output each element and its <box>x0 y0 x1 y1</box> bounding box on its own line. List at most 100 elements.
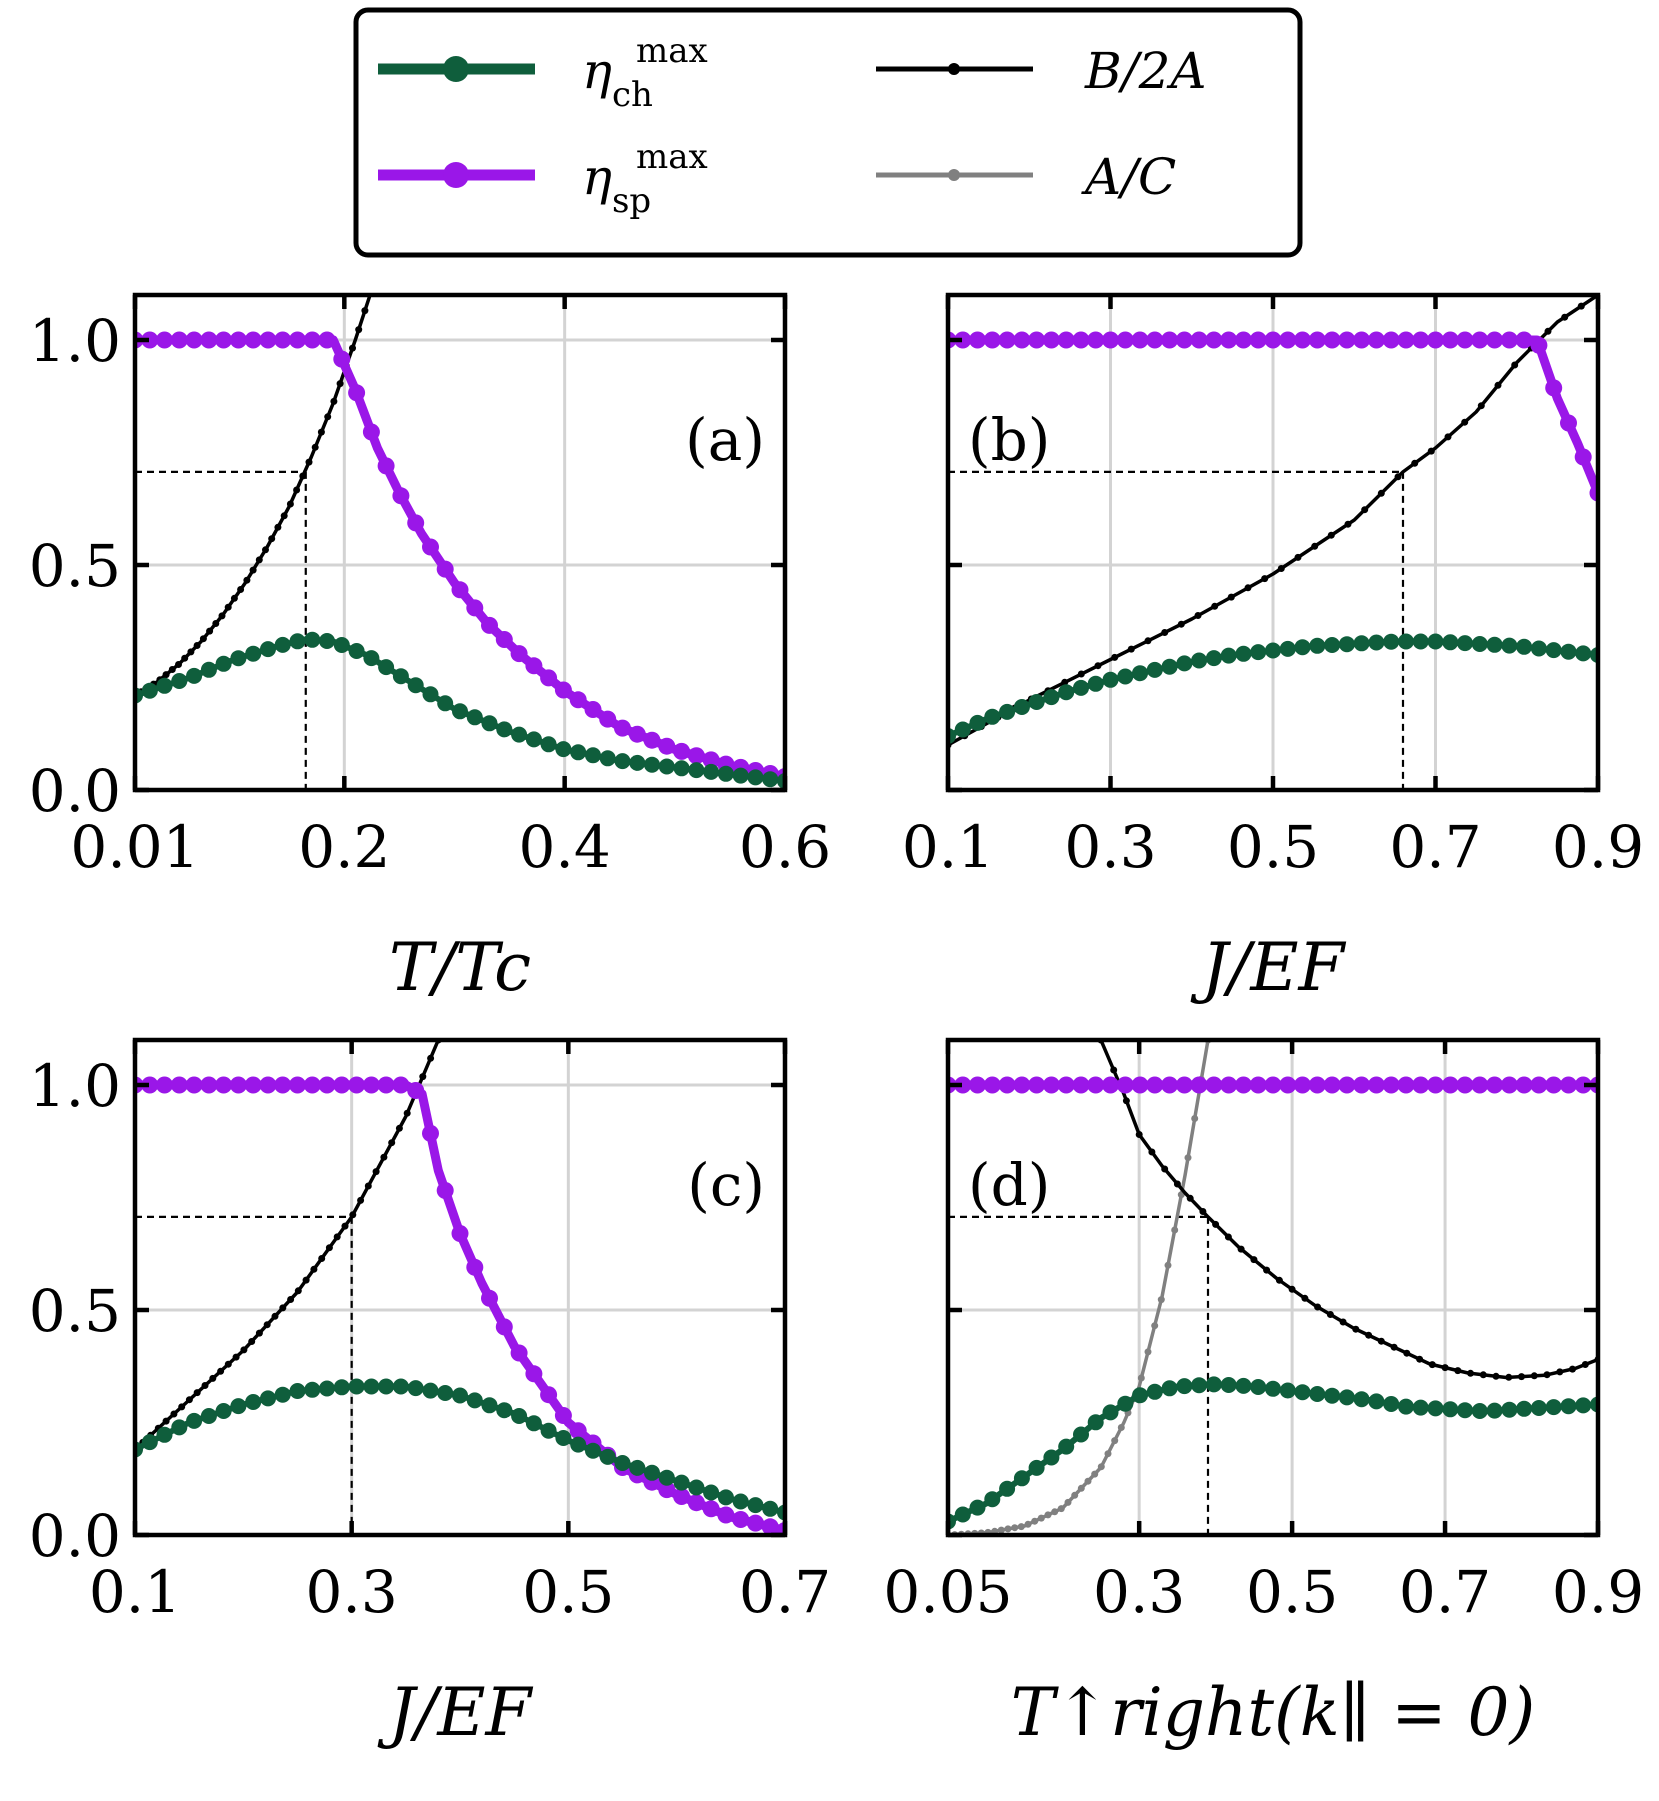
data-point-ch <box>1309 1386 1326 1402</box>
data-point-ch <box>762 771 779 788</box>
series-group <box>135 1040 785 1535</box>
panel-c: 0.1 0.3 0.5 0.7 0.0 0.5 1.0 J/EF (c) <box>29 1037 831 1751</box>
panel-label: (a) <box>685 406 765 474</box>
data-point-b2a <box>237 586 245 593</box>
data-point-sp <box>303 331 321 349</box>
data-point-ch <box>1427 633 1444 650</box>
data-point-sp <box>170 331 188 349</box>
data-point-b2a <box>1194 612 1202 619</box>
data-point-sp <box>259 331 277 349</box>
data-point-sp <box>1116 1076 1134 1094</box>
data-point-b2a <box>1427 447 1435 455</box>
data-point-ac <box>1091 1470 1099 1478</box>
data-point-ch <box>1279 1382 1296 1399</box>
data-point-ch <box>1205 1376 1222 1393</box>
data-point-sp <box>983 331 1001 349</box>
data-point-b2a <box>341 1222 349 1230</box>
data-point-sp <box>229 1076 247 1094</box>
data-point-ch <box>363 1378 380 1395</box>
data-point-b2a <box>1212 1220 1220 1228</box>
data-point-sp <box>289 1076 306 1094</box>
legend-label-ac: A/C <box>1081 148 1176 206</box>
data-point-sp <box>1264 331 1282 349</box>
data-point-ch <box>717 765 734 782</box>
plot-frame <box>945 1037 1601 1538</box>
data-point-b2a <box>349 344 356 352</box>
series-line-b2a <box>135 295 372 698</box>
data-point-b2a <box>1250 1256 1258 1264</box>
data-point-ch <box>540 736 557 753</box>
data-point-ch <box>1013 1470 1030 1487</box>
data-point-sp <box>229 331 247 349</box>
data-point-sp <box>1456 331 1474 349</box>
data-point-ch <box>1191 652 1208 669</box>
data-point-sp <box>1441 1076 1459 1094</box>
data-point-sp <box>244 331 262 349</box>
data-point-ch <box>1161 1380 1178 1397</box>
legend-label-sp-sup: max <box>636 137 708 177</box>
data-point-b2a <box>311 443 319 451</box>
data-point-ch <box>1235 1377 1252 1394</box>
data-point-b2a <box>1511 361 1519 369</box>
legend-label-ch-sub: ch <box>612 75 653 115</box>
plot-frame <box>132 1037 788 1538</box>
data-point-b2a <box>1581 1361 1589 1368</box>
data-point-ch <box>658 1469 675 1486</box>
data-point-ch <box>452 1387 468 1404</box>
data-point-sp <box>584 701 602 718</box>
data-point-ch <box>363 650 380 667</box>
series-line-ac <box>948 1040 1210 1535</box>
data-point-ch <box>540 1422 557 1439</box>
data-point-ch <box>156 677 173 694</box>
data-point-sp <box>318 1076 336 1094</box>
data-point-sp <box>643 731 661 749</box>
data-point-ch <box>525 1415 542 1432</box>
data-point-ac <box>1084 1477 1092 1485</box>
data-point-sp <box>1471 1076 1489 1094</box>
x-tick-label: 0.5 <box>522 1558 614 1626</box>
data-point-sp <box>540 1386 558 1404</box>
data-point-b2a <box>349 1211 357 1219</box>
data-point-sp <box>1042 1076 1060 1094</box>
data-point-ch <box>614 1455 631 1471</box>
data-point-sp <box>1146 1076 1164 1094</box>
data-point-ac <box>1164 1261 1172 1269</box>
data-point-sp <box>1560 414 1577 432</box>
data-point-sp <box>673 1488 691 1505</box>
data-point-b2a <box>1377 489 1385 497</box>
data-point-ch <box>703 763 720 780</box>
data-point-ch <box>1471 636 1488 652</box>
data-point-b2a <box>230 594 238 602</box>
data-point-sp <box>392 1076 410 1094</box>
data-point-sp <box>156 1076 173 1094</box>
data-point-sp <box>1560 1076 1577 1094</box>
data-point-ac <box>1044 1511 1052 1519</box>
data-point-sp <box>1323 1076 1341 1094</box>
data-point-ch <box>999 703 1016 720</box>
data-point-sp <box>422 1124 439 1142</box>
data-point-b2a <box>1326 1311 1334 1318</box>
data-point-ch <box>585 747 601 764</box>
data-point-sp <box>348 1076 366 1094</box>
data-point-ac <box>1017 1523 1025 1531</box>
data-point-b2a <box>286 500 294 508</box>
data-point-b2a <box>170 1410 178 1418</box>
data-point-sp <box>983 1076 1001 1094</box>
data-point-sp <box>1013 331 1031 349</box>
data-point-sp <box>141 331 159 349</box>
panels: 0.01 0.2 0.4 0.60.00.51.0T/Tc(a)0.1 0.3 0.5 0.… <box>29 292 1644 1751</box>
x-tick-label: 0.4 <box>519 813 611 881</box>
legend-label-sp-sub: sp <box>612 181 651 221</box>
data-point-ac <box>1157 1296 1165 1304</box>
x-tick-label: 0.01 <box>70 813 199 881</box>
data-point-sp <box>1515 331 1533 349</box>
data-point-b2a <box>181 654 189 662</box>
y-tick-label: 0.5 <box>29 532 121 600</box>
data-point-b2a <box>336 380 344 388</box>
data-point-ch <box>200 1408 217 1424</box>
data-point-ch <box>1368 634 1385 651</box>
data-point-ch <box>304 631 321 648</box>
data-point-sp <box>1235 331 1252 349</box>
data-point-ch <box>1043 689 1060 706</box>
